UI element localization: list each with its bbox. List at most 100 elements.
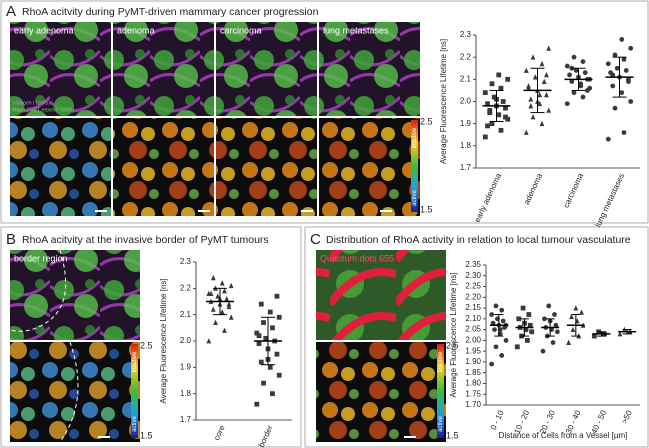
data-point <box>579 309 584 315</box>
data-point <box>523 67 529 73</box>
y-tick-label: 2.00 <box>465 335 481 344</box>
data-point <box>213 319 218 325</box>
data-point <box>570 326 576 333</box>
colorbar <box>437 344 444 438</box>
data-point <box>208 290 214 296</box>
data-point <box>614 65 620 71</box>
y-tick-label: 2.3 <box>460 30 472 39</box>
data-point <box>554 329 560 335</box>
data-point <box>482 90 488 96</box>
data-point <box>529 329 535 335</box>
y-tick-label: 1.9 <box>460 119 472 128</box>
image-label: border region <box>14 253 68 263</box>
data-point <box>254 330 260 336</box>
data-point <box>578 83 584 89</box>
data-point <box>492 327 497 333</box>
data-point <box>210 274 216 281</box>
data-point <box>623 68 629 73</box>
data-point <box>524 337 530 343</box>
panel-title: RhoA acitvity during PyMT-driven mammary… <box>22 6 319 18</box>
y-tick-label: 1.9 <box>180 362 192 371</box>
data-point <box>582 70 588 76</box>
data-point <box>523 129 529 135</box>
data-point <box>499 353 505 358</box>
panel-letter: A <box>6 3 16 20</box>
data-point <box>605 61 611 67</box>
data-point <box>610 72 616 78</box>
x-tick-label: core <box>212 423 227 441</box>
panel-title: RhoA acitvity at the invasive border of … <box>22 234 269 246</box>
data-point <box>528 103 534 109</box>
data-point <box>628 45 634 51</box>
image-label: adenoma <box>117 25 155 35</box>
data-point <box>496 72 502 78</box>
y-tick-label: 2.35 <box>465 260 481 269</box>
micrographs <box>9 22 446 443</box>
data-point <box>228 282 234 289</box>
y-tick-label: 2.30 <box>465 271 481 280</box>
data-point <box>267 364 273 370</box>
data-point <box>546 107 552 113</box>
data-point <box>489 81 495 87</box>
data-point <box>523 327 529 333</box>
panel-letter: B <box>6 231 16 248</box>
data-point <box>580 94 586 100</box>
data-point <box>219 280 225 286</box>
data-point <box>514 344 520 350</box>
data-point <box>550 340 556 345</box>
y-tick-label: 2.25 <box>465 282 481 291</box>
data-point <box>567 72 572 78</box>
y-tick-label: 2.15 <box>465 303 481 312</box>
data-point <box>498 127 504 133</box>
data-point <box>610 83 616 89</box>
data-point <box>585 88 590 93</box>
colorbar-max: 2.5 <box>140 340 153 350</box>
data-point <box>626 76 631 82</box>
y-tick-label: 2.05 <box>465 325 481 334</box>
data-point <box>553 322 559 328</box>
data-point <box>573 305 579 311</box>
x-tick-label: early adenoma <box>473 171 504 223</box>
data-point <box>500 99 506 104</box>
data-point <box>530 114 536 120</box>
x-tick-label: carcinoma <box>561 171 585 209</box>
data-point <box>493 303 499 309</box>
x-tick-label: >50 <box>620 408 634 425</box>
y-tick-label: 1.75 <box>465 389 481 398</box>
data-point <box>619 37 625 42</box>
y-tick-label: 1.70 <box>465 400 481 409</box>
y-tick-label: 2.2 <box>460 52 472 61</box>
data-point <box>516 316 522 322</box>
data-point <box>537 100 543 107</box>
data-point <box>537 91 543 98</box>
data-point <box>487 110 493 115</box>
data-point <box>552 312 557 317</box>
data-point <box>276 314 282 320</box>
data-point <box>541 78 547 84</box>
y-tick-label: 2.10 <box>465 314 481 323</box>
data-point <box>226 301 232 307</box>
data-point <box>498 85 504 91</box>
data-point <box>485 123 490 129</box>
colorbar-high: inactive <box>132 351 138 372</box>
data-point <box>546 45 552 51</box>
y-tick-label: 2.3 <box>180 257 192 266</box>
y-tick-label: 2.1 <box>460 74 472 83</box>
data-point <box>539 60 545 67</box>
panel-letter: C <box>310 231 321 248</box>
data-point <box>532 74 538 80</box>
image-label: Quantum dots 655 <box>320 253 394 263</box>
data-point <box>215 293 221 299</box>
y-tick-label: 2.2 <box>180 283 192 292</box>
data-point <box>500 318 506 324</box>
y-tick-label: 1.95 <box>465 346 481 355</box>
y-tick-label: 2.0 <box>460 97 472 106</box>
y-tick-label: 2.1 <box>180 310 192 319</box>
y-axis-label: Average Fluorescence Lifetime [ns] <box>159 278 168 403</box>
data-point <box>489 361 495 367</box>
y-tick-label: 1.7 <box>460 163 472 172</box>
y-tick-label: 2.0 <box>180 336 192 345</box>
x-tick-label: adenoma <box>522 171 544 206</box>
data-point <box>612 52 618 58</box>
image-label: carcinoma <box>220 25 262 35</box>
